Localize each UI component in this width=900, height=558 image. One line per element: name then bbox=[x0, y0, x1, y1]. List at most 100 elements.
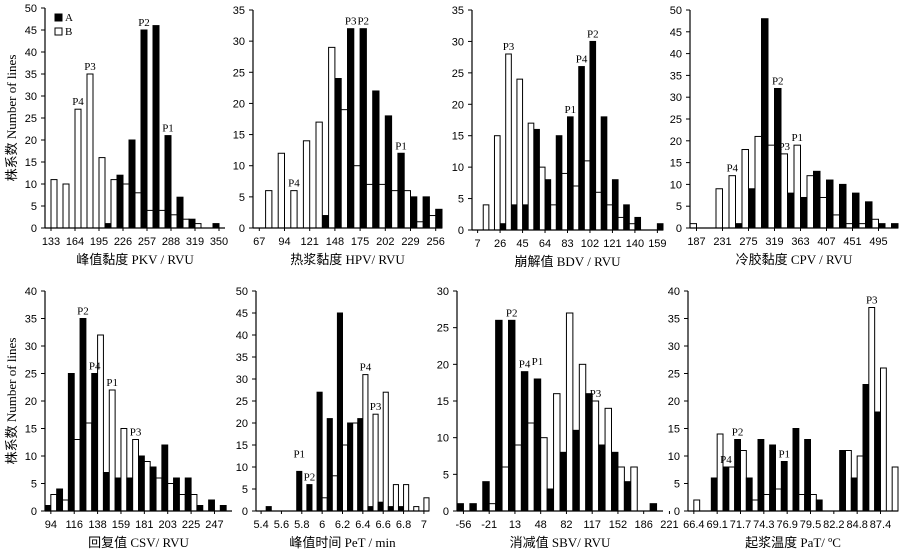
x-tick-label: 82.2 bbox=[823, 519, 844, 531]
x-tick-label: 288 bbox=[162, 236, 180, 248]
bar-B-16 bbox=[868, 307, 876, 512]
bar-B-8 bbox=[134, 192, 142, 229]
bar-B-14 bbox=[392, 484, 399, 512]
bar-A-13 bbox=[611, 179, 619, 231]
bar-B-3 bbox=[277, 152, 286, 229]
x-tick-label: 225 bbox=[182, 519, 200, 531]
bar-A-8 bbox=[326, 418, 333, 512]
bar-B-7 bbox=[538, 166, 546, 231]
bar-B-5 bbox=[302, 140, 311, 229]
y-tick-label: 35 bbox=[25, 314, 37, 326]
bar-A-12 bbox=[173, 477, 180, 512]
x-tick-label: 148 bbox=[326, 236, 344, 248]
x-tick-label: 133 bbox=[42, 236, 60, 248]
y-tick-label: 35 bbox=[670, 70, 682, 82]
x-axis-label: 回复值 CSV/ RVU bbox=[88, 535, 189, 550]
x-tick-label: 76.9 bbox=[776, 519, 797, 531]
bar-B-7 bbox=[540, 437, 548, 512]
chart-panel-6: 0 5 10 15 20 25 30 35 40 45 50 5.4 5.6 5.8 6 6.2 6.4 6.6 6… bbox=[236, 286, 430, 550]
bar-B-11 bbox=[170, 214, 178, 229]
bar-A-10 bbox=[347, 422, 354, 512]
bar-A-4 bbox=[722, 466, 730, 512]
bar-B-1 bbox=[693, 499, 701, 512]
bar-B-10 bbox=[798, 494, 806, 512]
x-tick-label: 187 bbox=[687, 236, 705, 248]
bar-A-6 bbox=[520, 371, 529, 512]
x-axis-label: 冷胶黏度 CPV / RVU bbox=[736, 252, 853, 267]
y-tick-label: 30 bbox=[25, 91, 37, 103]
bar-B-17 bbox=[880, 367, 887, 512]
y-tick-label: 20 bbox=[25, 396, 37, 408]
y-tick-label: 0 bbox=[443, 506, 449, 518]
annotation-p2: P2 bbox=[772, 75, 784, 87]
x-tick-label: 26 bbox=[494, 238, 506, 250]
bar-B-4 bbox=[505, 53, 512, 231]
x-tick-label: 102 bbox=[581, 238, 599, 250]
bar-A-6 bbox=[321, 215, 330, 229]
x-tick-label: 247 bbox=[205, 519, 223, 531]
y-tick-label: 25 bbox=[452, 68, 464, 80]
bar-A-6 bbox=[102, 472, 110, 512]
bar-A-9 bbox=[780, 461, 788, 512]
bar-A-11 bbox=[804, 439, 811, 512]
y-tick-label: 25 bbox=[670, 114, 682, 126]
x-tick-label: 67 bbox=[253, 236, 265, 248]
bar-A-5 bbox=[734, 439, 741, 512]
x-tick-label: -56 bbox=[455, 519, 471, 531]
bar-B-13 bbox=[617, 466, 625, 512]
bar-B-8 bbox=[775, 488, 782, 512]
legend-swatch-a bbox=[54, 13, 63, 22]
annotation-p2: P2 bbox=[138, 17, 150, 29]
y-tick-label: 20 bbox=[668, 396, 680, 408]
bar-A-15 bbox=[435, 208, 443, 229]
bar-A-13 bbox=[188, 218, 196, 229]
bar-B-5 bbox=[516, 78, 524, 231]
x-axis-label: 热浆黏度 HPV/ RVU bbox=[290, 252, 405, 267]
x-tick-label: 138 bbox=[88, 519, 106, 531]
bar-A-4 bbox=[510, 204, 518, 231]
x-axis-label: 峰值黏度 PKV / RVU bbox=[76, 252, 194, 267]
bar-B-15 bbox=[628, 223, 636, 231]
bar-A-8 bbox=[769, 444, 776, 512]
bar-B-6 bbox=[754, 135, 762, 229]
x-tick-label: 84.8 bbox=[846, 519, 867, 531]
x-tick-label: 79.5 bbox=[800, 519, 821, 531]
bar-A-2 bbox=[469, 503, 477, 512]
x-axis-label: 起浆温度 PaT/ ºC bbox=[745, 535, 841, 550]
bar-B-2 bbox=[62, 499, 69, 512]
y-tick-label: 30 bbox=[236, 374, 248, 386]
y-tick-label: 10 bbox=[670, 179, 682, 191]
y-tick-label: 30 bbox=[668, 341, 680, 353]
bar-A-13 bbox=[410, 196, 418, 229]
bar-B-4 bbox=[728, 466, 736, 512]
annotation-p3: P3 bbox=[84, 61, 96, 73]
bar-A-12 bbox=[600, 116, 608, 231]
annotation-p3: P3 bbox=[503, 41, 515, 53]
bar-A-11 bbox=[384, 115, 393, 229]
bar-A-1 bbox=[456, 503, 464, 512]
y-axis-label: 株系数 Number of lines bbox=[4, 338, 19, 465]
annotation-p4: P4 bbox=[726, 163, 738, 175]
y-tick-label: 50 bbox=[670, 5, 682, 17]
bar-A-11 bbox=[585, 393, 593, 512]
x-tick-label: 82 bbox=[560, 519, 572, 531]
annotation-p4: P4 bbox=[89, 361, 101, 373]
bar-A-12 bbox=[815, 499, 823, 512]
y-tick-label: 20 bbox=[25, 135, 37, 147]
y-tick-label: 40 bbox=[670, 49, 682, 61]
y-axis-label: 株系数 Number of lines bbox=[4, 55, 19, 182]
bar-A-8 bbox=[347, 28, 355, 229]
annotation-p3: P3 bbox=[345, 16, 357, 28]
bar-A-11 bbox=[161, 444, 169, 512]
annotation-p1: P1 bbox=[778, 449, 790, 461]
y-tick-label: 25 bbox=[25, 113, 37, 125]
chart-panel-1: 0 5 10 15 20 25 30 35 40 45 50 133 164 195 226 257 288 31… bbox=[4, 3, 228, 267]
bar-B-11 bbox=[591, 400, 600, 512]
y-tick-label: 25 bbox=[236, 396, 248, 408]
bar-B-4 bbox=[501, 466, 509, 512]
bar-B-13 bbox=[403, 190, 412, 229]
chart-panel-8: 0 5 10 15 20 25 30 35 40 66.4 69.1 71.7 74.3 76.9 79.5… bbox=[668, 286, 899, 550]
bar-A-10 bbox=[578, 66, 585, 231]
bar-A-14 bbox=[422, 196, 430, 229]
